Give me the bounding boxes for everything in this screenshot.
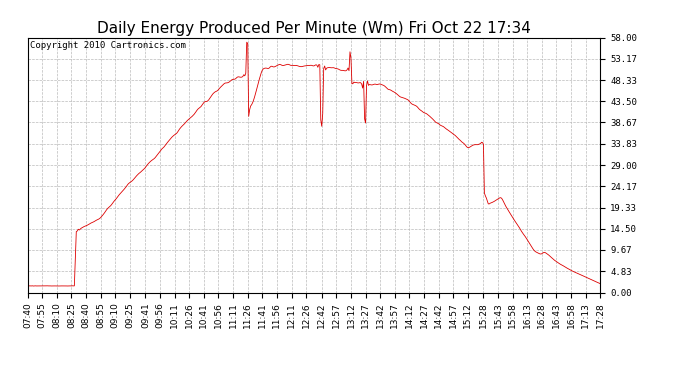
Text: Copyright 2010 Cartronics.com: Copyright 2010 Cartronics.com [30,41,186,50]
Title: Daily Energy Produced Per Minute (Wm) Fri Oct 22 17:34: Daily Energy Produced Per Minute (Wm) Fr… [97,21,531,36]
